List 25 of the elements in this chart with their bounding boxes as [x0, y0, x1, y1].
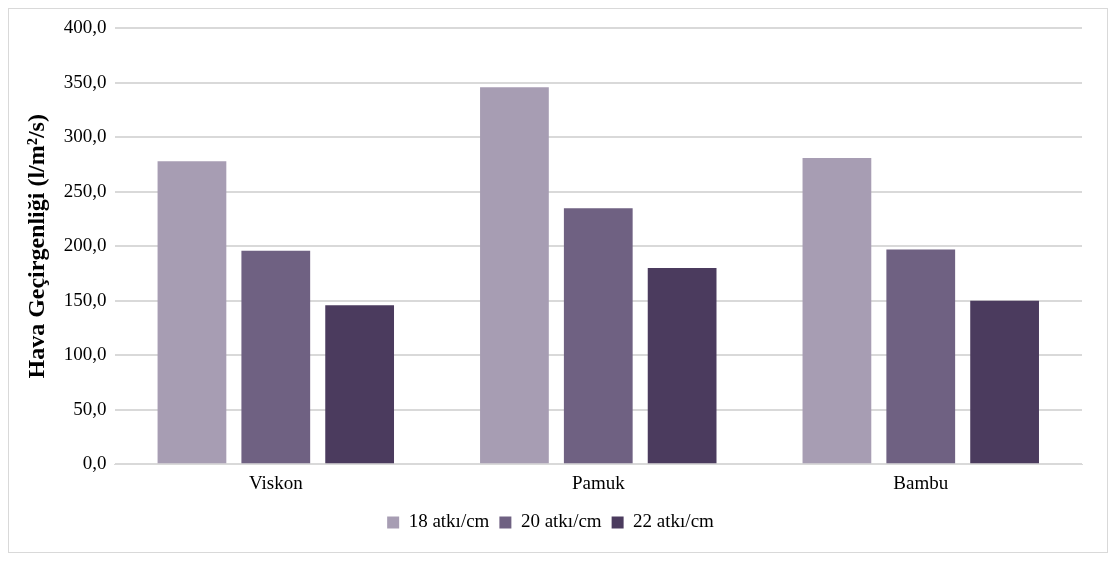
y-tick-label: 400,0 [63, 16, 107, 38]
legend-label: 20 atkı/cm [520, 510, 602, 532]
legend-label: 18 atkı/cm [408, 510, 490, 532]
y-tick-label: 300,0 [63, 125, 107, 147]
bar [241, 250, 311, 464]
y-tick-label: 200,0 [63, 234, 107, 256]
x-tick-label: Viskon [248, 471, 304, 493]
y-tick-label: 50,0 [73, 397, 107, 419]
bar [480, 87, 549, 464]
y-axis-title: Hava Geçirgenliği (l/m²/s) [22, 114, 49, 379]
y-tick-label: 100,0 [63, 343, 107, 365]
bar [886, 249, 956, 464]
legend-label: 22 atkı/cm [633, 510, 715, 532]
bar [802, 158, 872, 464]
y-tick-label: 150,0 [63, 288, 107, 310]
bar [970, 300, 1039, 464]
x-tick-label: Pamuk [571, 471, 626, 493]
bar [157, 161, 227, 464]
y-tick-label: 0,0 [82, 452, 107, 474]
y-tick-label: 250,0 [63, 179, 107, 201]
x-tick-label: Bambu [893, 471, 949, 493]
bar [647, 268, 717, 464]
bar [563, 208, 633, 464]
bar [325, 305, 395, 464]
y-tick-label: 350,0 [63, 70, 107, 92]
